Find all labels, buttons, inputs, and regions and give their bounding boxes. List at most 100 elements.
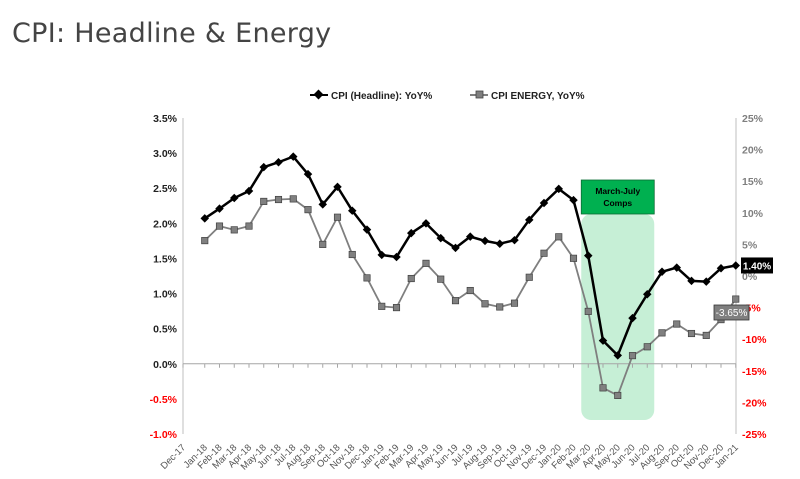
headline-point — [377, 250, 386, 260]
energy-point — [702, 331, 710, 339]
energy-point — [687, 329, 696, 338]
left-tick-label: -1.0% — [150, 429, 178, 441]
energy-point — [201, 237, 209, 245]
headline-point — [687, 276, 696, 286]
headline-point — [407, 228, 416, 238]
headline-point — [259, 162, 268, 172]
right-tick-label: -15% — [742, 366, 767, 378]
energy-point — [378, 302, 386, 310]
energy-point — [481, 300, 489, 308]
energy-point — [274, 195, 283, 204]
right-tick-label: 20% — [742, 145, 764, 157]
headline-point — [731, 261, 740, 270]
comps-label-line2: Comps — [603, 198, 632, 208]
right-tick-label: 25% — [742, 113, 764, 125]
energy-point — [451, 297, 460, 305]
headline-point — [244, 186, 254, 196]
headline-point — [230, 193, 239, 203]
legend: CPI (Headline): YoY% CPI ENERGY, YoY% — [310, 89, 585, 102]
right-tick-label: 0% — [742, 271, 758, 283]
energy-point — [599, 384, 607, 392]
headline-end-label: 1.40% — [743, 261, 771, 272]
headline-point — [628, 313, 637, 323]
headline-point — [289, 152, 298, 161]
energy-point — [260, 197, 268, 205]
right-tick-label: 5% — [742, 239, 758, 251]
headline-point — [215, 204, 224, 213]
right-tick-label: 15% — [742, 176, 764, 188]
headline-point — [348, 206, 357, 215]
energy-point — [363, 274, 371, 282]
headline-point — [436, 233, 445, 243]
energy-point — [319, 240, 327, 248]
headline-point — [451, 243, 460, 253]
left-tick-label: 1.5% — [153, 253, 178, 265]
energy-point — [510, 299, 519, 307]
left-tick-label: 0.5% — [153, 324, 178, 336]
left-tick-label: 2.0% — [153, 218, 178, 230]
energy-point — [289, 195, 297, 203]
energy-point — [466, 286, 474, 295]
right-tick-label: -10% — [742, 334, 767, 346]
headline-point — [613, 351, 622, 360]
energy-point — [525, 273, 533, 281]
headline-point — [702, 277, 711, 286]
energy-point — [628, 352, 637, 360]
headline-point — [421, 219, 431, 228]
headline-point — [598, 336, 608, 345]
energy-point — [304, 206, 312, 214]
energy-point — [437, 275, 445, 283]
headline-point — [466, 232, 475, 241]
energy-point — [732, 295, 740, 303]
right-tick-label: 10% — [742, 208, 764, 220]
headline-point — [643, 290, 652, 299]
x-tick-label: Dec-17 — [159, 442, 188, 471]
right-tick-label: -20% — [742, 397, 767, 409]
headline-point — [495, 239, 504, 248]
energy-point — [584, 307, 592, 315]
comps-shaded-region — [581, 214, 655, 420]
left-tick-label: 0.0% — [153, 359, 178, 371]
energy-end-label: -3.65% — [716, 308, 748, 319]
legend-energy-label: CPI ENERGY, YoY% — [491, 91, 585, 102]
headline-point — [274, 157, 283, 167]
headline-point — [716, 264, 726, 273]
energy-point — [215, 222, 224, 230]
comps-label-line1: March-July — [595, 186, 640, 196]
headline-point — [303, 169, 313, 179]
headline-point — [318, 200, 327, 209]
left-tick-label: 3.0% — [153, 148, 178, 160]
headline-point — [657, 267, 667, 277]
energy-point — [407, 274, 415, 283]
comps-label-box — [580, 179, 655, 215]
energy-point — [230, 226, 238, 234]
left-tick-label: 3.5% — [153, 113, 178, 125]
energy-point — [555, 233, 563, 241]
energy-point — [392, 304, 401, 312]
legend-energy-marker — [475, 90, 484, 99]
energy-point — [348, 250, 356, 259]
headline-point — [480, 236, 490, 246]
energy-point — [569, 254, 578, 262]
left-tick-label: 1.0% — [153, 289, 178, 301]
legend-headline-label: CPI (Headline): YoY% — [331, 91, 432, 102]
legend-headline-marker — [313, 89, 324, 100]
energy-point — [245, 222, 253, 230]
left-tick-label: 2.5% — [153, 183, 178, 195]
headline-point — [200, 214, 209, 223]
energy-point — [673, 320, 681, 328]
headline-end-label-box — [741, 257, 773, 274]
energy-point — [614, 391, 622, 399]
headline-point — [672, 263, 681, 272]
left-tick-label: -0.5% — [150, 394, 178, 406]
energy-end-label-box — [713, 304, 750, 321]
energy-point — [333, 213, 342, 221]
headline-line — [204, 155, 736, 358]
energy-point — [658, 329, 666, 337]
headline-point — [362, 225, 372, 234]
headline-point — [333, 182, 342, 192]
page-title: CPI: Headline & Energy — [12, 18, 332, 49]
energy-point — [496, 303, 504, 311]
right-tick-label: -25% — [742, 429, 767, 441]
